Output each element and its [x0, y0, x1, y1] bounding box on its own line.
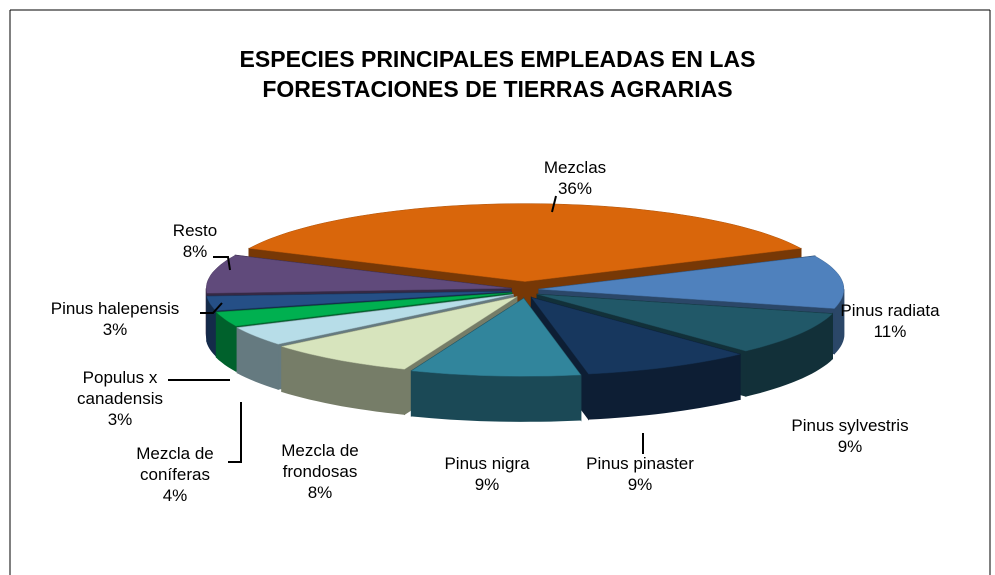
slice	[537, 294, 834, 352]
data-label: Pinus nigra 9%	[444, 453, 529, 495]
category-label: Pinus nigra	[444, 454, 530, 473]
data-label: Mezclas 36%	[544, 157, 606, 199]
data-label: Pinus radiata 11%	[840, 300, 939, 342]
value-label: 8%	[307, 483, 333, 502]
value-label: 9%	[627, 475, 653, 494]
value-label: 3%	[107, 410, 133, 429]
category-label: Mezclas	[543, 158, 607, 177]
category-label: Pinus pinaster	[586, 454, 694, 473]
value-label: 9%	[837, 437, 863, 456]
data-label: Populus x canadensis 3%	[77, 367, 163, 430]
category-label: Pinus halepensis	[50, 299, 180, 318]
slice-wall	[410, 370, 582, 422]
pie	[205, 203, 845, 422]
value-label: 9%	[474, 475, 500, 494]
leader-line	[228, 402, 242, 463]
slice	[410, 298, 582, 377]
category-label: Pinus sylvestris	[791, 416, 909, 435]
slice	[538, 255, 845, 309]
data-label: Pinus pinaster 9%	[586, 453, 694, 495]
value-label: 3%	[102, 320, 128, 339]
value-label: 11%	[873, 322, 907, 341]
data-label: Mezcla de coníferas 4%	[136, 443, 213, 506]
data-label: Pinus sylvestris 9%	[791, 415, 908, 457]
category-label: Mezcla de frondosas	[281, 441, 359, 481]
value-label: 36%	[557, 179, 593, 198]
category-label: Pinus radiata	[840, 301, 940, 320]
chart-title: ESPECIES PRINCIPALES EMPLEADAS EN LAS FO…	[239, 46, 756, 102]
slice	[530, 297, 741, 375]
value-label: 8%	[182, 242, 208, 261]
category-label: Resto	[172, 221, 218, 240]
leader-line	[200, 302, 223, 314]
data-label: Resto 8%	[173, 220, 217, 262]
category-label: Mezcla de coníferas	[136, 444, 214, 484]
leader-lines	[168, 195, 644, 463]
value-label: 4%	[162, 486, 188, 505]
category-label: Populus x canadensis	[76, 368, 164, 408]
slice	[236, 294, 514, 345]
data-label: Pinus halepensis 3%	[51, 298, 180, 340]
data-label: Mezcla de frondosas 8%	[281, 440, 358, 503]
slice	[215, 292, 512, 327]
slice	[248, 203, 802, 282]
slice	[281, 296, 517, 370]
leader-line	[551, 195, 557, 213]
leader-line	[213, 256, 231, 271]
